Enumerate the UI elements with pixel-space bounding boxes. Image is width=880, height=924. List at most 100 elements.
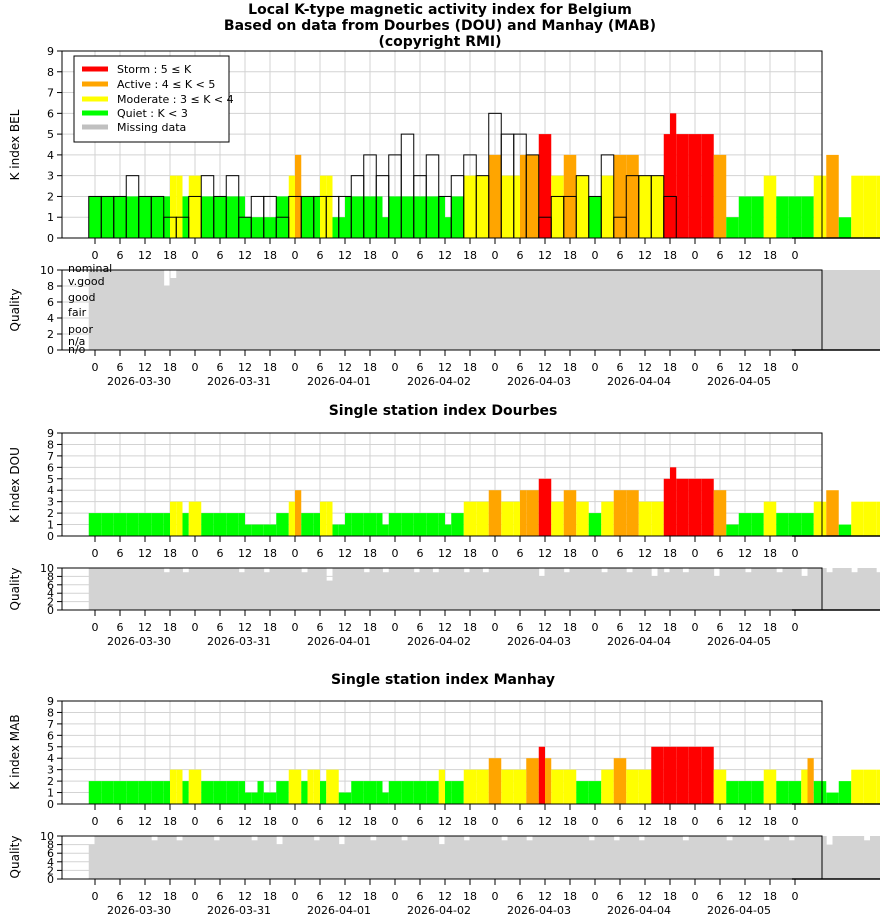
bel-bar <box>301 196 308 238</box>
q-bel-bar <box>826 270 833 350</box>
q-dou-bar <box>463 572 471 610</box>
q-mab-bar <box>545 836 552 879</box>
q-dou-ytick-label: 6 <box>47 579 54 592</box>
mab-bar <box>788 781 795 804</box>
q-bel-bar <box>438 270 446 350</box>
q-dou-frame <box>61 567 823 611</box>
q-dou-bar <box>620 568 627 610</box>
q-mab-xtick-label: 12 <box>738 890 752 903</box>
q-dou-bar <box>420 568 427 610</box>
q-mab-bar <box>426 836 433 879</box>
bel-bar <box>482 175 489 238</box>
mab-bar <box>301 781 308 804</box>
q-dou-bar <box>176 568 183 610</box>
bel-bar <box>795 196 802 238</box>
q-dou-bar <box>657 568 665 610</box>
mab-bar <box>726 781 733 804</box>
mab-xtick-label: 0 <box>192 815 199 828</box>
q-mab-bar <box>595 836 602 879</box>
dou-bar <box>563 490 570 536</box>
q-dou-bar <box>576 568 583 610</box>
q-mab-bar <box>838 836 846 879</box>
q-bel-quality-label: poor <box>68 323 93 336</box>
bel-bar <box>538 134 545 238</box>
q-bel-bar <box>782 270 790 350</box>
q-bel-bar <box>532 270 540 350</box>
q-bel-frame <box>61 269 823 351</box>
q-dou-xtick-label: 18 <box>663 621 677 634</box>
q-dou-date-label: 2026-04-02 <box>407 635 471 648</box>
q-dou-bar <box>126 568 133 610</box>
q-mab-bar <box>451 836 458 879</box>
q-mab-bar <box>438 844 446 879</box>
bel-bar <box>357 196 364 238</box>
q-bel-bar <box>476 270 483 350</box>
q-dou-bar <box>482 572 490 610</box>
bel-bar <box>757 196 764 238</box>
q-dou-bar <box>213 568 221 610</box>
q-mab-xtick-label: 18 <box>563 890 577 903</box>
q-dou-date-label: 2026-03-30 <box>107 635 171 648</box>
q-bel-xtick-label: 6 <box>217 361 224 374</box>
dou-bar <box>232 513 239 536</box>
bel-bar <box>870 175 877 238</box>
q-bel-xtick-label: 12 <box>638 361 652 374</box>
q-bel-xtick-label: 0 <box>292 361 299 374</box>
mab-bar <box>782 781 789 804</box>
bel-ytick-label: 0 <box>47 232 54 245</box>
q-mab-bar <box>251 840 258 879</box>
q-mab-bar <box>520 836 527 879</box>
q-mab-xtick-label: 0 <box>292 890 299 903</box>
bel-xtick-label: 18 <box>663 249 677 262</box>
bel-bar <box>332 217 339 238</box>
bel-xtick-label: 18 <box>763 249 777 262</box>
q-dou-bar <box>645 568 652 610</box>
dou-xtick-label: 6 <box>717 547 724 560</box>
mab-bar <box>476 769 483 804</box>
q-mab-bar <box>832 836 840 879</box>
q-bel-bar <box>201 270 208 350</box>
q-dou-bar <box>813 568 821 610</box>
q-bel-bar <box>101 270 108 350</box>
q-bel-bar <box>595 270 602 350</box>
dou-bar <box>488 490 495 536</box>
bel-bar <box>457 196 464 238</box>
bel-bar <box>95 196 102 238</box>
dou-xtick-label: 0 <box>192 547 199 560</box>
q-mab-bar <box>857 836 865 879</box>
q-mab-bar <box>813 836 821 879</box>
q-bel-bar <box>682 270 690 350</box>
bel-bar <box>188 175 195 238</box>
mab-xtick-label: 12 <box>338 815 352 828</box>
q-dou-bar <box>288 568 296 610</box>
q-mab-bar <box>351 836 358 879</box>
bel-bar <box>176 175 183 238</box>
q-dou-bar <box>407 568 415 610</box>
dou-bar <box>401 513 408 536</box>
q-bel-xtick-label: 18 <box>763 361 777 374</box>
dou-bar <box>163 513 170 536</box>
q-dou-bar <box>820 568 827 610</box>
q-mab-bar <box>401 840 408 879</box>
q-mab-bar <box>295 836 302 879</box>
bel-bar <box>545 134 552 238</box>
q-mab-bar <box>645 836 652 879</box>
bel-bar <box>851 175 858 238</box>
q-mab-bar <box>601 836 608 879</box>
q-bel-quality-label: n/a <box>68 335 85 348</box>
dou-bar <box>376 513 383 536</box>
mab-bar <box>438 769 445 804</box>
q-bel-bar <box>276 270 283 350</box>
dou-bar <box>407 513 414 536</box>
q-mab-bar <box>332 836 340 879</box>
q-bel-bar <box>270 270 277 350</box>
q-mab-bar <box>226 836 233 879</box>
q-dou-bar <box>95 568 102 610</box>
bel-xtick-label: 0 <box>592 249 599 262</box>
q-bel-bar <box>376 270 383 350</box>
dou-bar <box>657 501 664 536</box>
bel-xtick-label: 0 <box>92 249 99 262</box>
q-bel-bar <box>551 270 558 350</box>
bel-bar <box>113 196 120 238</box>
